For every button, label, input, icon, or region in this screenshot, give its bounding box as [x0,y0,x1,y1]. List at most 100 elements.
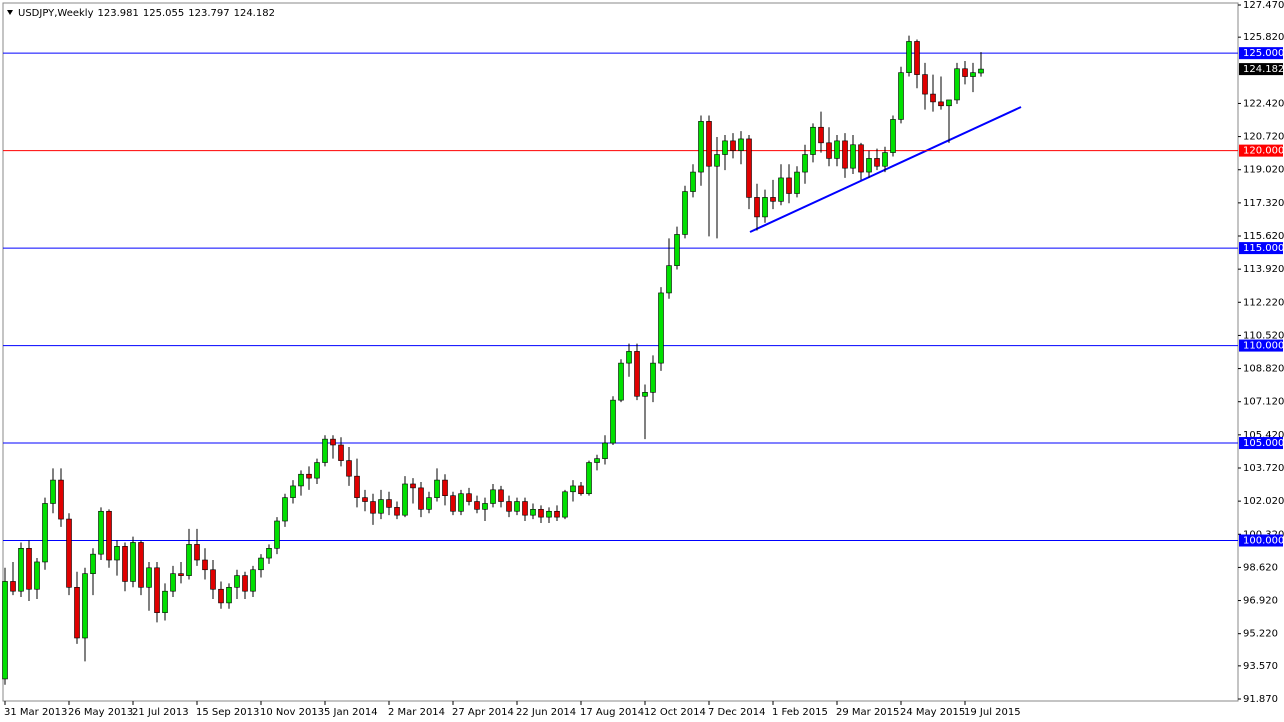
menu-arrow[interactable] [7,10,13,15]
candle-body [418,487,424,510]
candle-body [434,479,440,498]
y-tick-label: 108.820 [1243,364,1284,375]
level-marker [1239,144,1283,157]
candle-body [522,501,528,516]
symbol: USDJPY,Weekly [18,8,94,19]
y-tick-label: 119.020 [1243,165,1284,176]
candle-body [194,544,200,561]
y-tick-label: 120.720 [1243,132,1284,143]
x-tick-label: 19 Jul 2015 [964,707,1021,718]
candle-body [10,581,16,592]
level-marker [1239,339,1283,352]
candle-body [338,444,344,461]
candle-body [346,460,352,477]
last-price-marker [1239,63,1283,76]
candle-body [706,121,712,167]
x-tick-label: 17 Aug 2014 [580,707,644,718]
candle-body [18,548,24,592]
candle-body [226,586,232,604]
candle-body [466,493,472,502]
candle-body [594,458,600,463]
y-tick-label: 125.820 [1243,32,1284,43]
candle-body [738,138,744,151]
ohlc-value: 124.182 [234,8,275,19]
candle-body [570,485,576,493]
candle-body [410,483,416,489]
candle-body [298,473,304,487]
y-tick-label: 115.620 [1243,231,1284,242]
candle-body [978,68,984,74]
chart-title: USDJPY,Weekly 123.981 125.055 123.797 124.18… [18,8,275,19]
candle-body [498,489,504,502]
candle-body [562,491,568,518]
candle-body [42,503,48,563]
candle-body [658,292,664,364]
candle-body [602,442,608,459]
y-tick-label: 98.620 [1243,562,1278,573]
ohlc-value: 123.981 [98,8,139,19]
candle-body [530,509,536,516]
level-marker [1239,242,1283,255]
candle-body [722,140,728,155]
candle-body [970,72,976,77]
x-tick-label: 22 Jun 2014 [516,707,576,718]
candle-body [802,154,808,173]
candle-body [122,546,128,582]
candle-body [474,501,480,510]
candle-body [810,126,816,155]
candle-body [930,93,936,103]
candle-body [674,234,680,266]
candle-body [946,99,952,107]
candle-body [34,561,40,590]
candle-body [514,501,520,512]
x-tick-label: 24 May 2015 [900,707,965,718]
candle-body [882,152,888,167]
candle-body [386,499,392,508]
candle-body [2,581,8,680]
candle-body [274,520,280,549]
x-tick-label: 15 Sep 2013 [196,707,259,718]
candle-body [538,509,544,518]
y-tick-label: 117.320 [1243,198,1284,209]
candle-body [482,503,488,510]
y-tick-label: 93.570 [1243,661,1278,672]
level-label: 110.000 [1243,341,1284,352]
y-tick-label: 103.720 [1243,463,1284,474]
candle-body [442,479,448,496]
candle-body [330,438,336,446]
level-marker [1239,437,1283,450]
candle-body [154,567,160,613]
candle-body [210,569,216,590]
candle-body [266,548,272,559]
candle-body [642,392,648,397]
candle-body [354,475,360,498]
level-label: 100.000 [1243,536,1284,547]
ohlc-value: 125.055 [143,8,184,19]
candle-body [66,518,72,588]
candle-body [626,351,632,364]
x-tick-label: 27 Apr 2014 [452,707,514,718]
candle-body [698,121,704,173]
level-label: 105.000 [1243,438,1284,449]
candle-body [874,158,880,167]
y-tick-label: 110.520 [1243,330,1284,341]
y-tick-label: 96.920 [1243,596,1278,607]
candle-body [834,140,840,159]
candle-body [370,501,376,514]
candle-body [90,553,96,574]
candle-body [114,546,120,561]
candle-body [290,485,296,498]
candle-body [426,497,432,510]
candle-body [146,567,152,588]
candle-body [682,191,688,235]
x-tick-label: 7 Dec 2014 [708,707,766,718]
candle-body [250,569,256,592]
last-price-label: 124.182 [1243,64,1284,75]
candle-body [954,68,960,101]
candle-body [450,495,456,512]
candle-body [98,510,104,555]
candle-body [762,197,768,218]
x-tick-label: 10 Nov 2013 [260,707,324,718]
candle-body [906,41,912,73]
